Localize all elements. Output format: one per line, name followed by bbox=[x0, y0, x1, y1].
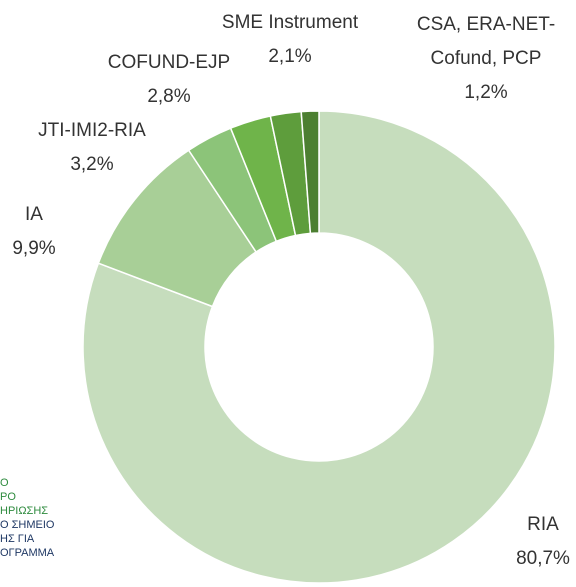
category-label: COFUND-EJP bbox=[107, 52, 231, 73]
category-label: JTI-IMI2-RIA bbox=[38, 120, 146, 141]
value-label: 9,9% bbox=[12, 238, 56, 259]
side-text-line: ΗΣ ΓΙΑ bbox=[0, 533, 35, 545]
category-label: IA bbox=[25, 204, 43, 225]
value-label: 80,7% bbox=[516, 548, 570, 569]
value-label: 3,2% bbox=[70, 154, 114, 175]
value-label: 1,2% bbox=[464, 82, 508, 103]
side-text-line: Ο ΣΗΜΕΙΟ bbox=[0, 519, 55, 531]
donut-slice bbox=[82, 110, 556, 584]
slice-label: IA 9,9% bbox=[12, 198, 55, 266]
slice-label: SME Instrument 2,1% bbox=[222, 6, 358, 74]
side-text-line: ΗΡΙΩΣΗΣ bbox=[0, 505, 49, 517]
category-label: SME Instrument bbox=[221, 12, 359, 33]
category-label: CSA, ERA-NET-Cofund, PCP bbox=[416, 14, 556, 69]
side-text-line: ΟΓΡΑΜΜΑ bbox=[0, 547, 55, 559]
value-label: 2,1% bbox=[268, 46, 312, 67]
side-text-line: Ο bbox=[0, 477, 9, 489]
category-label: RIA bbox=[527, 514, 559, 535]
slice-label: JTI-IMI2-RIA 3,2% bbox=[38, 114, 146, 182]
slice-label: CSA, ERA-NET-Cofund, PCP 1,2% bbox=[411, 8, 561, 110]
donut-slice bbox=[300, 110, 320, 235]
side-text: Ο ΡΟ ΗΡΙΩΣΗΣ Ο ΣΗΜΕΙΟ ΗΣ ΓΙΑ ΟΓΡΑΜΜΑ bbox=[0, 476, 54, 560]
slice-label: RIA 80,7% bbox=[516, 508, 570, 576]
side-text-line: ΡΟ bbox=[0, 491, 16, 503]
value-label: 2,8% bbox=[147, 86, 191, 107]
slice-label: COFUND-EJP 2,8% bbox=[108, 46, 230, 114]
